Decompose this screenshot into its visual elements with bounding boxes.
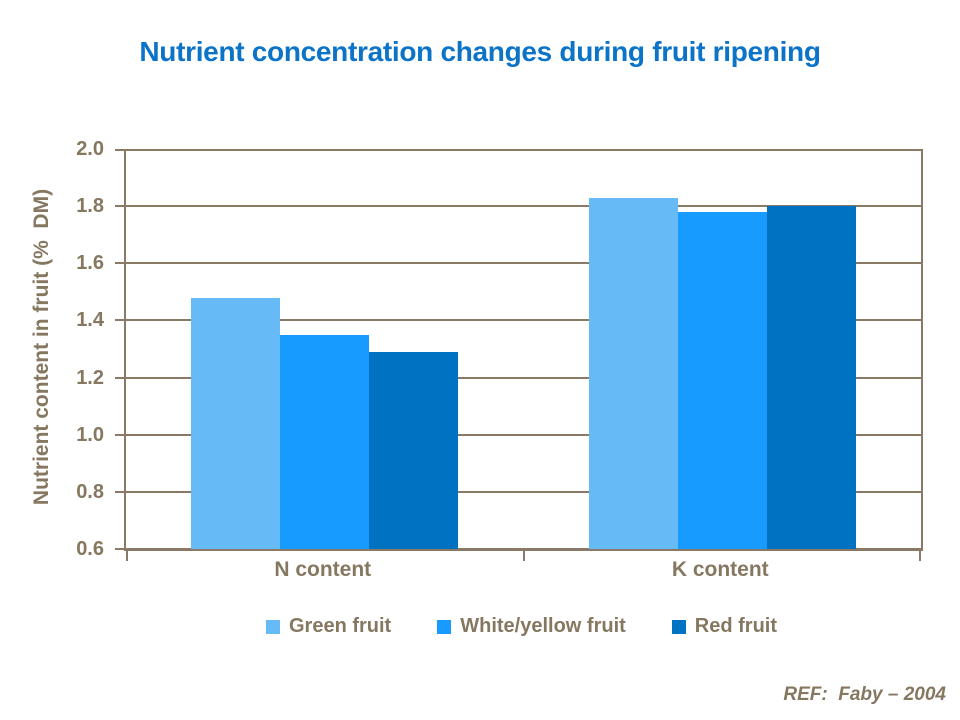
bar-white-yellow-fruit-n-content bbox=[280, 334, 370, 549]
legend-swatch-icon bbox=[437, 619, 452, 634]
y-tick-label: 1.2 bbox=[76, 366, 104, 389]
gridline bbox=[126, 205, 921, 208]
y-tick-label: 0.8 bbox=[76, 480, 104, 503]
legend-label: Green fruit bbox=[288, 615, 392, 637]
gridline bbox=[126, 149, 921, 151]
legend-item: Red fruit bbox=[671, 615, 778, 638]
legend-label: White/yellow fruit bbox=[460, 615, 626, 637]
y-tick-label: 1.6 bbox=[76, 252, 104, 275]
legend-item: Green fruit bbox=[265, 615, 392, 638]
y-tick-label: 0.6 bbox=[76, 538, 104, 560]
gridline bbox=[126, 262, 921, 265]
y-tick-label: 1.0 bbox=[76, 423, 104, 446]
y-tick-label: 2.0 bbox=[76, 138, 104, 160]
y-tick-label: 1.8 bbox=[76, 195, 104, 218]
x-axis-tick bbox=[126, 549, 128, 561]
y-axis-tick bbox=[115, 548, 124, 550]
gridline bbox=[126, 376, 921, 379]
gridline bbox=[126, 319, 921, 322]
y-axis-tick bbox=[115, 149, 124, 151]
legend-label: Red fruit bbox=[694, 615, 778, 637]
plot-area bbox=[115, 149, 923, 561]
y-tick-label: 1.4 bbox=[76, 309, 104, 332]
y-axis-tick bbox=[115, 376, 124, 379]
legend: Green fruit White/yellow fruit Red fruit bbox=[124, 615, 919, 638]
bar-red-fruit-k-content bbox=[766, 206, 856, 549]
gridline bbox=[126, 433, 921, 436]
chart-title: Nutrient concentration changes during fr… bbox=[139, 36, 821, 67]
x-category-label: N content bbox=[274, 558, 372, 581]
bar-red-fruit-n-content bbox=[369, 351, 459, 549]
legend-swatch-icon bbox=[671, 619, 686, 634]
x-axis-tick bbox=[522, 549, 525, 561]
gridline bbox=[126, 490, 921, 493]
y-axis-tick bbox=[115, 433, 124, 436]
y-axis-tick bbox=[115, 319, 124, 322]
bar-green-fruit-n-content bbox=[191, 297, 281, 549]
legend-item: White/yellow fruit bbox=[437, 615, 626, 638]
y-axis-tick bbox=[115, 490, 124, 493]
y-axis-tick bbox=[115, 205, 124, 208]
x-axis-tick bbox=[919, 549, 921, 561]
y-axis-title: Nutrient content in fruit (% DM) bbox=[30, 188, 53, 506]
reference-note: REF: Faby – 2004 bbox=[783, 684, 946, 705]
legend-swatch-icon bbox=[265, 619, 280, 634]
x-category-label: K content bbox=[671, 558, 769, 581]
y-axis-tick bbox=[115, 262, 124, 265]
bar-white-yellow-fruit-k-content bbox=[677, 211, 767, 549]
bar-green-fruit-k-content bbox=[588, 197, 678, 549]
